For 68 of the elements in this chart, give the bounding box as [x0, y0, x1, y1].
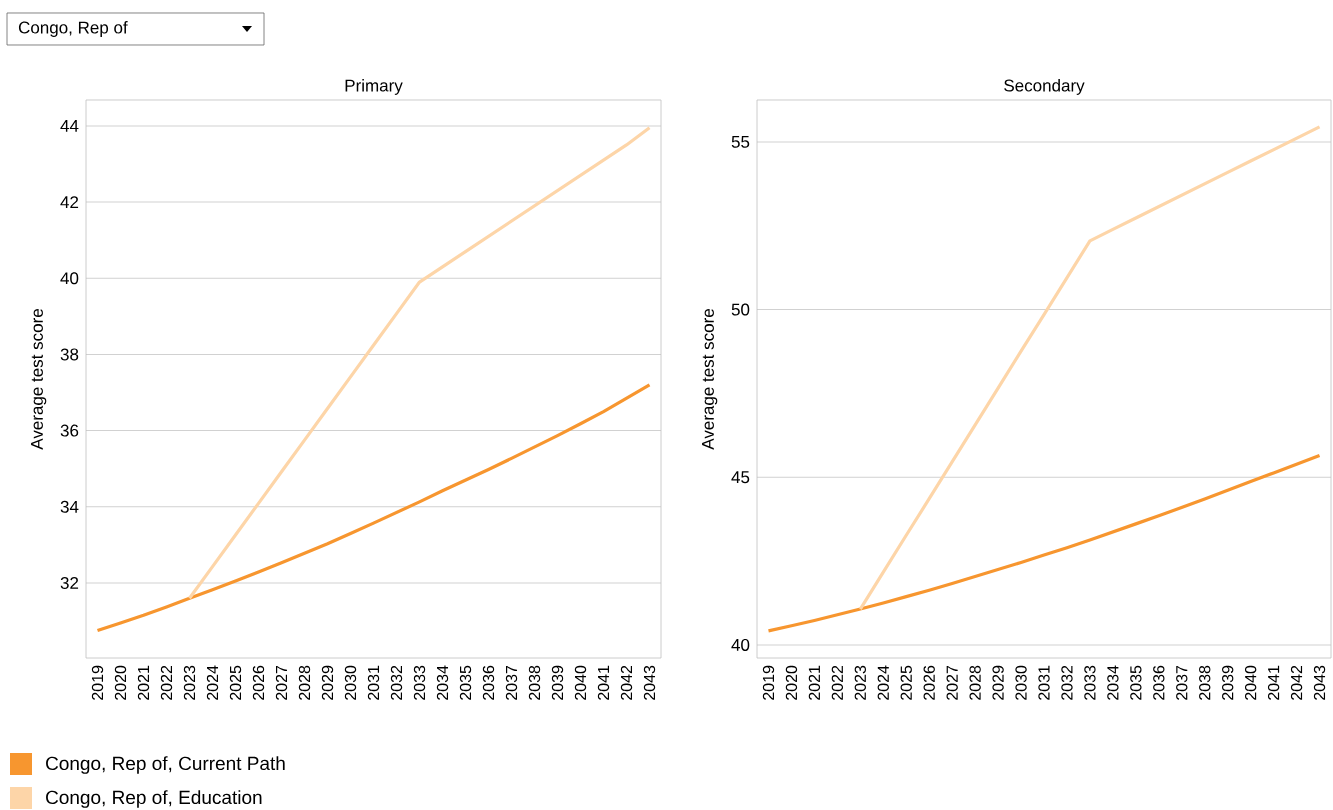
x-tick-label: 2043 [1313, 665, 1326, 700]
x-tick-label: 2025 [229, 665, 242, 700]
x-tick-label: 2037 [505, 665, 518, 700]
x-tick-label: 2025 [900, 665, 912, 700]
x-tick-label: 2031 [367, 665, 380, 700]
y-tick-label: 44 [60, 120, 79, 132]
y-tick-label: 36 [60, 424, 79, 437]
x-tick-label: 2036 [482, 665, 495, 700]
x-tick-label: 2033 [413, 665, 426, 700]
x-tick-label: 2026 [923, 665, 935, 700]
x-tick-label: 2029 [992, 665, 1004, 700]
x-tick-label: 2040 [574, 665, 587, 700]
x-tick-label: 2027 [275, 665, 288, 700]
x-tick-label: 2041 [597, 665, 610, 700]
y-tick-label: 40 [731, 638, 750, 651]
x-tick-label: 2035 [1130, 665, 1142, 700]
x-tick-label: 2019 [762, 665, 775, 700]
y-tick-label: 55 [731, 135, 750, 148]
x-tick-label: 2029 [321, 665, 334, 700]
y-tick-label: 40 [60, 272, 79, 285]
x-tick-label: 2024 [877, 665, 889, 700]
x-tick-label: 2021 [808, 665, 821, 700]
x-tick-label: 2030 [344, 665, 357, 700]
x-tick-label: 2039 [551, 665, 564, 700]
y-tick-label: 42 [60, 196, 79, 209]
x-tick-label: 2040 [1244, 665, 1257, 700]
x-tick-label: 2023 [854, 665, 866, 700]
x-tick-label: 2030 [1015, 665, 1027, 700]
x-tick-label: 2024 [206, 665, 219, 700]
x-tick-label: 2020 [114, 665, 127, 700]
x-tick-label: 2041 [1267, 665, 1280, 700]
chart-title: Secondary [1004, 79, 1085, 95]
x-tick-label: 2038 [1199, 665, 1211, 700]
y-tick-label: 32 [60, 576, 79, 589]
x-tick-label: 2033 [1084, 665, 1096, 700]
text: Congo, Rep of [18, 21, 128, 37]
x-tick-label: 2019 [91, 665, 104, 700]
x-tick-label: 2028 [298, 665, 311, 700]
x-tick-label: 2034 [436, 665, 449, 700]
x-tick-label: 2028 [969, 665, 981, 700]
x-tick-label: 2022 [831, 665, 844, 700]
x-tick-label: 2023 [183, 665, 196, 700]
x-tick-label: 2026 [252, 665, 265, 700]
x-tick-label: 2031 [1038, 665, 1050, 700]
x-tick-label: 2042 [620, 665, 633, 700]
x-tick-label: 2020 [785, 665, 798, 700]
y-tick-label: 45 [731, 471, 750, 484]
x-tick-label: 2043 [643, 665, 656, 700]
x-tick-label: 2021 [137, 665, 150, 700]
legend-label: Congo, Rep of, Current Path [46, 756, 285, 774]
legend-label: Congo, Rep of, Education [46, 790, 262, 808]
x-tick-label: 2035 [459, 665, 472, 700]
x-tick-label: 2042 [1290, 665, 1303, 700]
y-tick-label: 38 [60, 348, 79, 361]
x-tick-label: 2038 [528, 665, 541, 700]
y-axis-title: Average test score [31, 309, 47, 450]
y-tick-label: 50 [731, 303, 750, 316]
x-tick-label: 2034 [1107, 665, 1119, 700]
x-tick-label: 2036 [1153, 665, 1165, 700]
x-tick-label: 2032 [390, 665, 403, 700]
x-tick-label: 2039 [1222, 665, 1234, 700]
x-tick-label: 2037 [1176, 665, 1188, 700]
x-tick-label: 2027 [946, 665, 958, 700]
x-tick-label: 2032 [1061, 665, 1073, 700]
chart-title: Primary [345, 79, 403, 95]
y-tick-label: 34 [60, 500, 79, 513]
x-tick-label: 2022 [160, 665, 173, 700]
y-axis-title: Average test score [702, 309, 718, 450]
